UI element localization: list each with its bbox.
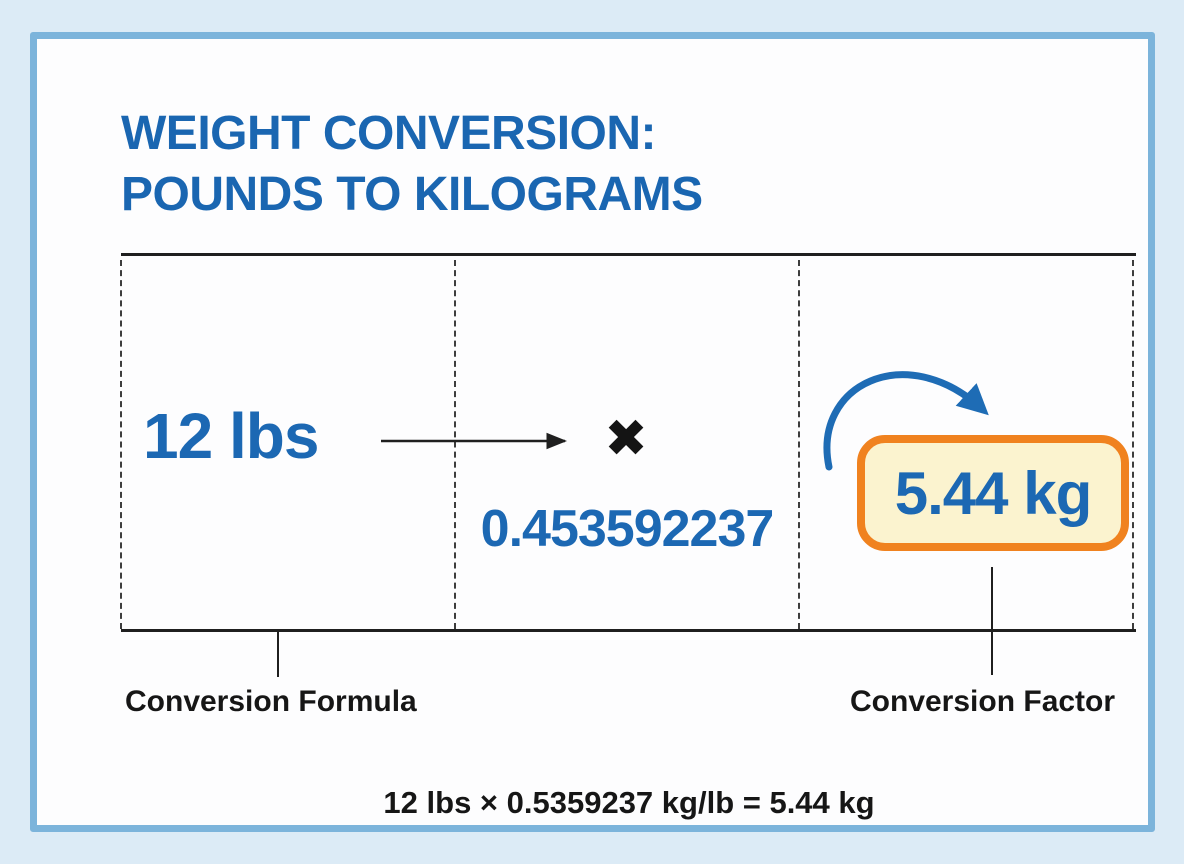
title-line-2: POUNDS TO KILOGRAMS bbox=[121, 168, 703, 221]
diagram-bottom-rule bbox=[121, 629, 1136, 632]
title-line-1: WEIGHT CONVERSION: bbox=[121, 107, 657, 160]
dashed-divider-3 bbox=[798, 260, 800, 629]
conversion-factor-value: 0.453592237 bbox=[480, 500, 775, 558]
input-weight-value: 12 lbs bbox=[143, 400, 319, 472]
equation-text: 12 lbs × 0.5359237 kg/lb = 5.44 kg bbox=[383, 785, 875, 820]
infographic-card: WEIGHT CONVERSION: POUNDS TO KILOGRAMS 1… bbox=[30, 32, 1155, 832]
multiply-icon: ✖ bbox=[604, 409, 648, 469]
result-box: 5.44 kg bbox=[857, 435, 1129, 551]
flow-arrow-icon bbox=[381, 432, 568, 450]
page-title: WEIGHT CONVERSION: POUNDS TO KILOGRAMS bbox=[121, 103, 703, 225]
dashed-divider-2 bbox=[454, 260, 456, 629]
dashed-divider-1 bbox=[120, 260, 122, 629]
left-callout-line bbox=[277, 631, 279, 677]
right-callout-line bbox=[991, 567, 993, 675]
diagram-top-rule bbox=[121, 253, 1136, 256]
conversion-formula-label: Conversion Formula bbox=[125, 685, 417, 718]
dashed-divider-4 bbox=[1132, 260, 1134, 629]
curve-arrow-icon bbox=[823, 371, 989, 471]
result-value: 5.44 kg bbox=[894, 459, 1092, 527]
conversion-factor-label: Conversion Factor bbox=[850, 685, 1116, 718]
